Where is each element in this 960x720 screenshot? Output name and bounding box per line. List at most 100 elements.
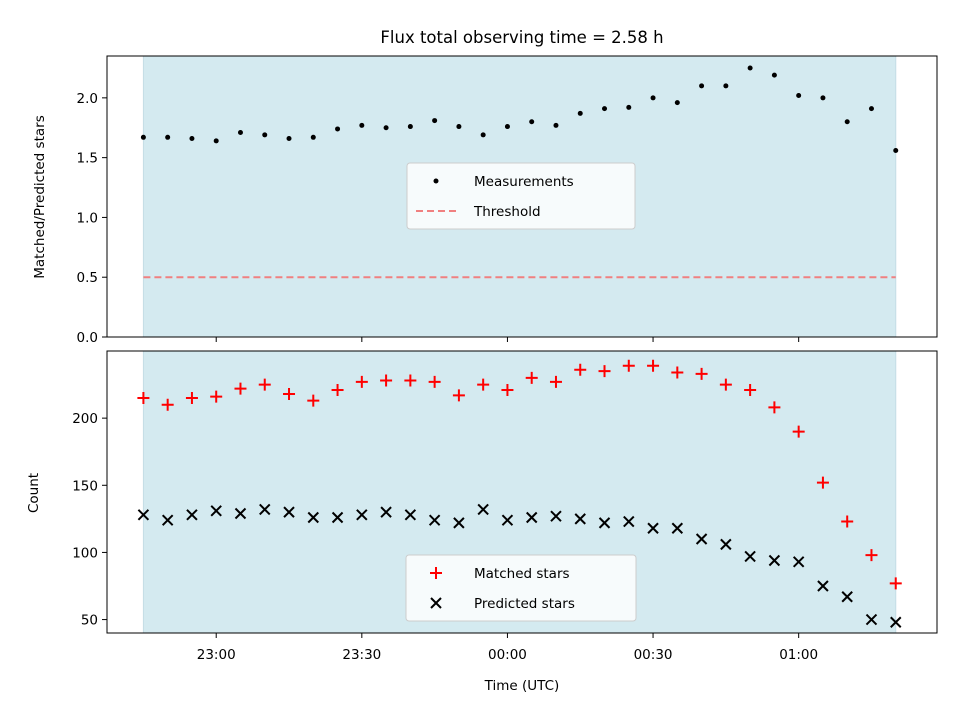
predicted-star-point (574, 513, 586, 525)
measurement-point (577, 110, 583, 116)
matched-star-point (792, 425, 805, 438)
measurement-point (335, 126, 341, 132)
legend-threshold-label: Threshold (473, 204, 541, 220)
counts-group (137, 359, 902, 628)
predicted-star-point (768, 554, 781, 567)
top-y-tick-label: 0.0 (77, 330, 98, 346)
x-tick-label: 23:00 (197, 647, 236, 663)
measurement-point (262, 132, 268, 138)
matched-star-point (549, 375, 562, 388)
matched-star-point (501, 383, 514, 396)
measurement-point (237, 130, 243, 136)
matched-star-point (210, 390, 223, 403)
matched-star-point (404, 374, 417, 387)
matched-star-point (258, 378, 271, 391)
predicted-star-point (526, 511, 538, 524)
predicted-star-point (453, 517, 465, 529)
measurements-group (140, 65, 899, 153)
measurement-point (674, 100, 680, 106)
legend-measurements-marker (433, 178, 439, 184)
bottom-axes: 50 100 150 200 23:00 23:30 00:00 00:30 01:00 (72, 350, 938, 663)
measurement-point (213, 138, 219, 144)
predicted-star-point (550, 510, 562, 522)
predicted-star-point (647, 522, 659, 534)
matched-star-point (574, 363, 587, 376)
predicted-star-point (210, 505, 222, 517)
measurement-point (286, 136, 292, 142)
top-legend: Measurements Threshold (406, 162, 636, 230)
legend-matched-label: Matched stars (474, 566, 570, 582)
measurement-point (820, 95, 826, 101)
predicted-star-point (186, 509, 198, 521)
predicted-star-point (283, 506, 295, 518)
top-y-axis-label: Matched/Predicted stars (32, 115, 48, 278)
x-tick-label: 00:00 (488, 647, 527, 663)
matched-star-point (161, 398, 174, 411)
measurement-point (723, 83, 729, 89)
matched-star-point (185, 392, 198, 404)
legend-matched-marker (430, 567, 442, 579)
measurement-point (868, 106, 874, 112)
measurement-point (553, 122, 559, 128)
measurement-point (140, 134, 146, 140)
top-y-tick-label: 1.0 (77, 210, 98, 226)
matched-star-point (719, 378, 732, 391)
predicted-star-point (404, 509, 417, 521)
matched-star-point (889, 577, 902, 590)
predicted-star-point (259, 503, 271, 516)
predicted-star-point (234, 507, 247, 520)
predicted-star-point (598, 517, 611, 529)
predicted-star-point (428, 514, 441, 526)
matched-star-point (768, 401, 781, 414)
predicted-star-point (841, 591, 853, 603)
predicted-star-point (501, 514, 514, 526)
predicted-star-point (744, 550, 756, 563)
bottom-legend-box (405, 554, 637, 622)
matched-star-point (647, 359, 660, 372)
measurement-point (456, 124, 462, 130)
matched-star-point (234, 382, 247, 395)
matched-star-point (598, 365, 611, 378)
predicted-star-point (477, 503, 489, 516)
measurement-point (189, 136, 195, 142)
predicted-star-point (792, 556, 805, 568)
matched-star-point (816, 476, 829, 489)
measurement-point (383, 125, 389, 131)
predicted-star-point (356, 509, 368, 521)
top-y-tick-label: 2.0 (77, 91, 98, 107)
measurement-point (504, 124, 510, 130)
measurement-point (650, 95, 656, 101)
chart-title: Flux total observing time = 2.58 h (380, 28, 663, 47)
matched-star-point (671, 366, 684, 379)
legend-measurements-label: Measurements (474, 174, 574, 190)
bottom-y-tick-label: 100 (72, 545, 98, 561)
top-y-tick-label: 0.5 (77, 270, 98, 286)
predicted-star-point (817, 580, 829, 592)
measurement-point (529, 119, 535, 125)
measurement-point (844, 119, 850, 125)
bottom-y-axis-label: Count (26, 473, 42, 513)
measurement-point (796, 92, 802, 98)
bottom-y-tick-label: 150 (72, 478, 98, 494)
matched-star-point (331, 383, 344, 396)
predicted-star-point (720, 538, 732, 551)
predicted-star-point (331, 511, 344, 524)
top-axes-frame (106, 55, 938, 338)
measurement-point (359, 122, 365, 128)
matched-star-point (355, 375, 368, 388)
measurement-point (747, 65, 753, 71)
legend-predicted-marker (430, 597, 442, 609)
legend-predicted-label: Predicted stars (474, 596, 575, 612)
predicted-star-point (380, 506, 392, 518)
bottom-y-tick-label: 50 (81, 613, 98, 629)
matched-star-point (380, 374, 393, 387)
matched-star-point (283, 387, 296, 400)
predicted-star-point (137, 509, 150, 521)
matched-star-point (695, 367, 708, 380)
bottom-legend: Matched stars Predicted stars (405, 554, 637, 622)
predicted-star-point (695, 533, 708, 545)
measurement-point (771, 72, 777, 78)
matched-star-point (865, 549, 878, 562)
bottom-axes-frame (106, 350, 938, 634)
